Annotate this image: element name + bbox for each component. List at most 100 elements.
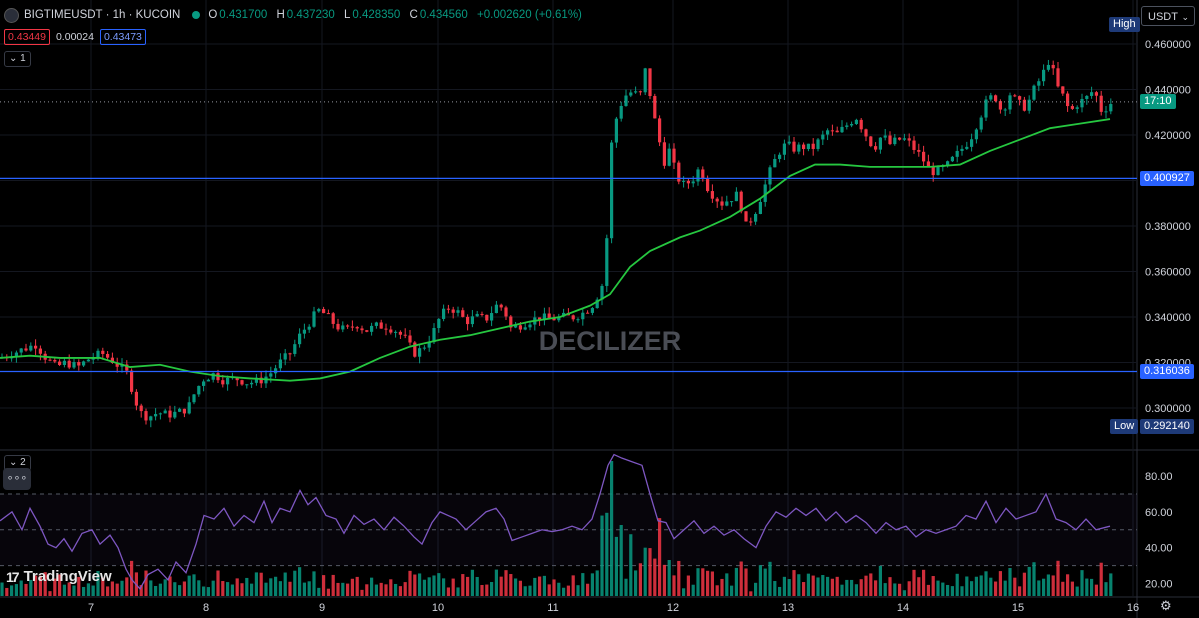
y-tick-label: 0.420000 [1145, 130, 1191, 142]
candle-body [965, 146, 969, 149]
candle-body [509, 316, 513, 328]
indicator-settings-icon[interactable]: ∘∘∘ [3, 468, 31, 490]
volume-bar [1104, 582, 1108, 596]
candle-body [720, 201, 724, 206]
volume-bar [514, 578, 518, 596]
volume-bar [864, 575, 868, 596]
volume-bar [48, 591, 52, 596]
gear-icon[interactable]: ⚙ [1160, 598, 1172, 613]
volume-bar [29, 579, 33, 596]
volume-bar [1080, 570, 1084, 596]
symbol-title[interactable]: BIGTIMEUSDT · 1h · KUCOIN [24, 9, 181, 21]
candle-body [192, 394, 196, 403]
candle-body [610, 142, 614, 239]
currency-select[interactable]: USDT ⌄ [1141, 6, 1195, 26]
volume-bar [398, 586, 402, 596]
tradingview-icon: 17 [6, 568, 20, 585]
volume-bar [1018, 586, 1022, 596]
volume-bar [590, 573, 594, 596]
volume-bar [792, 570, 796, 596]
volume-bar [557, 582, 561, 596]
sell-price-button[interactable]: 0.43449 [4, 29, 50, 45]
candle-body [360, 328, 364, 331]
level-label-upper[interactable]: 0.400927 [1140, 171, 1194, 186]
candle-body [235, 377, 239, 381]
candle-body [806, 143, 810, 150]
symbol-header: BIGTIMEUSDT · 1h · KUCOIN O 0.431700 H 0.4… [4, 6, 588, 24]
volume-bar [907, 581, 911, 596]
candle-body [600, 285, 604, 300]
pane-2-collapse-toggle[interactable]: ⌄ 2 [4, 455, 31, 471]
volume-bar [206, 587, 210, 596]
volume-bar [360, 589, 364, 596]
rsi-line [0, 453, 1111, 590]
volume-bar [533, 577, 537, 596]
volume-bar [821, 575, 825, 596]
candle-body [341, 325, 345, 330]
moving-average-line [0, 118, 1111, 382]
volume-bar [955, 573, 959, 596]
volume-bar [283, 572, 287, 596]
volume-bar [312, 571, 316, 596]
volume-bar [614, 536, 618, 596]
volume-bar [274, 576, 278, 596]
volume-bar [77, 576, 81, 596]
candle-body [163, 410, 167, 414]
candle-body [850, 124, 854, 126]
volume-bar [518, 580, 522, 596]
candle-body [658, 118, 662, 143]
candle-body [365, 330, 369, 332]
volume-bar [1003, 580, 1007, 596]
candle-body [917, 149, 921, 152]
y-tick-label: 0.360000 [1145, 267, 1191, 279]
candle-body [403, 334, 407, 336]
candle-body [221, 380, 225, 385]
y-tick-label: 0.300000 [1145, 403, 1191, 415]
volume-bar [946, 584, 950, 596]
ohlc-values: O 0.431700 H 0.437230 L 0.428350 C 0.434560 … [208, 9, 582, 21]
buy-price-button[interactable]: 0.43473 [99, 29, 146, 45]
volume-bar [826, 576, 830, 596]
volume-bar [1085, 578, 1089, 596]
y-tick-label: 0.440000 [1145, 85, 1191, 97]
volume-bar [763, 568, 767, 596]
candle-body [773, 158, 777, 168]
candle-body [34, 345, 38, 349]
candle-body [888, 135, 892, 145]
volume-bar [139, 585, 143, 596]
tradingview-logo[interactable]: 17 TradingView [6, 568, 112, 585]
high-label: High [1109, 17, 1140, 32]
candle-body [960, 148, 964, 151]
candle-body [182, 408, 186, 414]
volume-bar [758, 565, 762, 596]
volume-bar [1109, 573, 1113, 596]
candle-body [792, 141, 796, 152]
candle-body [374, 322, 378, 326]
candle-body [1027, 99, 1031, 111]
volume-bar [806, 573, 810, 596]
pane-1-collapse-toggle[interactable]: ⌄ 1 [4, 51, 31, 67]
level-label-lower[interactable]: 0.316036 [1140, 364, 1194, 379]
volume-bar [845, 579, 849, 596]
candle-body [53, 360, 57, 362]
volume-bar [432, 575, 436, 596]
volume-bar [965, 576, 969, 596]
volume-bar [101, 577, 105, 596]
volume-bar [552, 579, 556, 596]
candle-body [931, 166, 935, 176]
candle-body [816, 139, 820, 149]
volume-bar [221, 581, 225, 596]
volume-bar [878, 565, 882, 596]
candle-body [134, 391, 138, 406]
candle-body [370, 325, 374, 332]
volume-bar [950, 586, 954, 596]
volume-bar [230, 584, 234, 596]
volume-bar [110, 581, 114, 596]
candle-body [1042, 69, 1046, 82]
volume-bar [158, 583, 162, 596]
volume-bar [706, 570, 710, 596]
rsi-tick-label: 40.00 [1145, 543, 1173, 555]
volume-bar [648, 548, 652, 596]
candle-body [787, 141, 791, 144]
